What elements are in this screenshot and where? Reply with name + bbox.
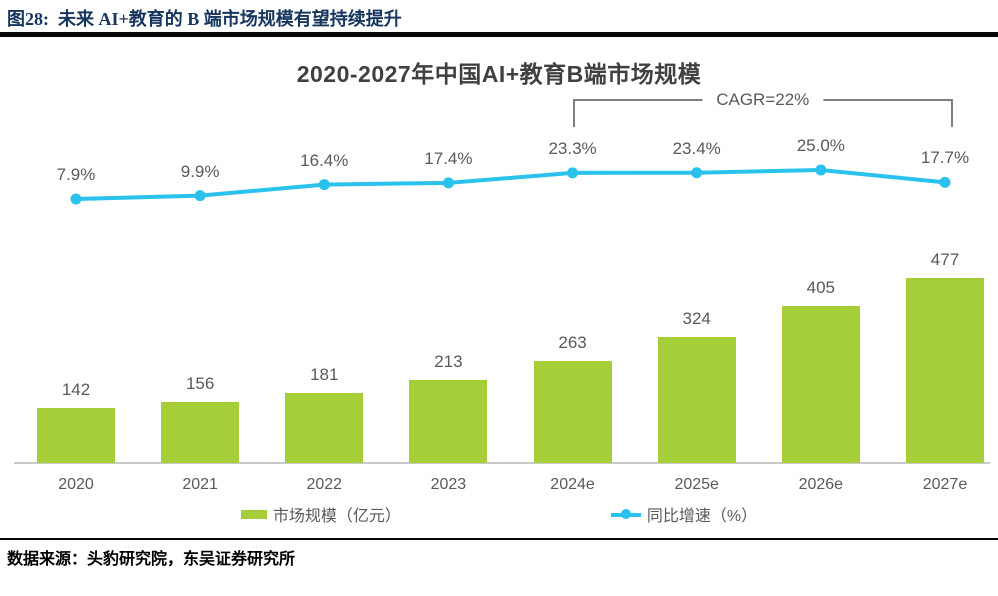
bar-value-label: 477 <box>930 249 960 269</box>
legend-label-growth-rate: 同比增速（%） <box>646 508 758 525</box>
bar-2022 <box>285 392 364 463</box>
growth-point-label: 23.3% <box>548 138 597 158</box>
line-marker-icon <box>442 177 454 189</box>
x-axis-label: 2025e <box>674 476 719 493</box>
bar-2027e <box>905 277 984 463</box>
line-marker-icon <box>194 190 206 202</box>
legend-item-growth-rate: 同比增速（%） <box>610 502 758 526</box>
x-axis-label: 2022 <box>306 476 343 493</box>
figure-caption: 图28: 未来 AI+教育的 B 端市场规模有望持续提升 <box>7 9 402 29</box>
x-axis-label: 2023 <box>430 476 467 493</box>
growth-point-label: 16.4% <box>300 150 349 170</box>
x-axis-label: 2020 <box>58 476 94 493</box>
chart-title: 2020-2027年中国AI+教育B端市场规模 <box>296 61 702 87</box>
bar-value-label: 263 <box>558 332 587 352</box>
x-axis-label: 2024e <box>550 476 595 493</box>
chart-legend: 市场规模（亿元） 同比增速（%） <box>0 502 998 526</box>
footer-divider <box>0 538 998 540</box>
growth-point-label: 7.9% <box>56 165 96 184</box>
line-marker-icon <box>691 167 703 179</box>
bar-value-label: 324 <box>682 309 711 329</box>
line-marker-icon <box>815 164 827 176</box>
legend-item-market-size: 市场规模（亿元） <box>240 502 401 526</box>
line-swatch-icon <box>610 509 641 520</box>
bar-value-label: 213 <box>434 352 463 372</box>
x-axis-label: 2021 <box>182 476 218 493</box>
line-marker-icon <box>70 193 82 205</box>
cagr-bracket: CAGR=22% <box>572 90 953 127</box>
x-axis-label: 2026e <box>798 476 844 493</box>
bar-2026e <box>781 305 860 463</box>
growth-point-label: 17.4% <box>424 148 473 168</box>
cagr-label: CAGR=22% <box>702 90 824 110</box>
growth-point-label: 9.9% <box>180 161 220 181</box>
growth-point-label: 17.7% <box>920 148 970 168</box>
bar-value-label: 181 <box>310 364 339 384</box>
bar-value-label: 156 <box>185 374 215 394</box>
chart-area: 2020-2027年中国AI+教育B端市场规模 CAGR=22% 市场规模（亿元… <box>0 37 998 537</box>
bar-2025e <box>657 337 736 463</box>
bar-2020 <box>37 407 115 463</box>
data-source: 数据来源：头豹研究院，东吴证券研究所 <box>7 551 296 568</box>
bar-2024e <box>533 360 612 463</box>
legend-label-market-size: 市场规模（亿元） <box>272 508 401 525</box>
bar-value-label: 142 <box>61 379 91 399</box>
bar-2023 <box>409 380 488 463</box>
growth-point-label: 23.4% <box>672 138 721 158</box>
line-marker-icon <box>318 179 330 191</box>
bar-value-label: 405 <box>806 277 836 297</box>
bar-2021 <box>161 402 240 463</box>
line-marker-icon <box>939 176 951 188</box>
x-axis-line <box>14 462 990 464</box>
bar-swatch-icon <box>240 509 267 519</box>
x-axis-label: 2027e <box>922 476 968 493</box>
line-marker-icon <box>567 167 579 179</box>
header-divider <box>0 32 998 37</box>
growth-point-label: 25.0% <box>796 136 845 155</box>
